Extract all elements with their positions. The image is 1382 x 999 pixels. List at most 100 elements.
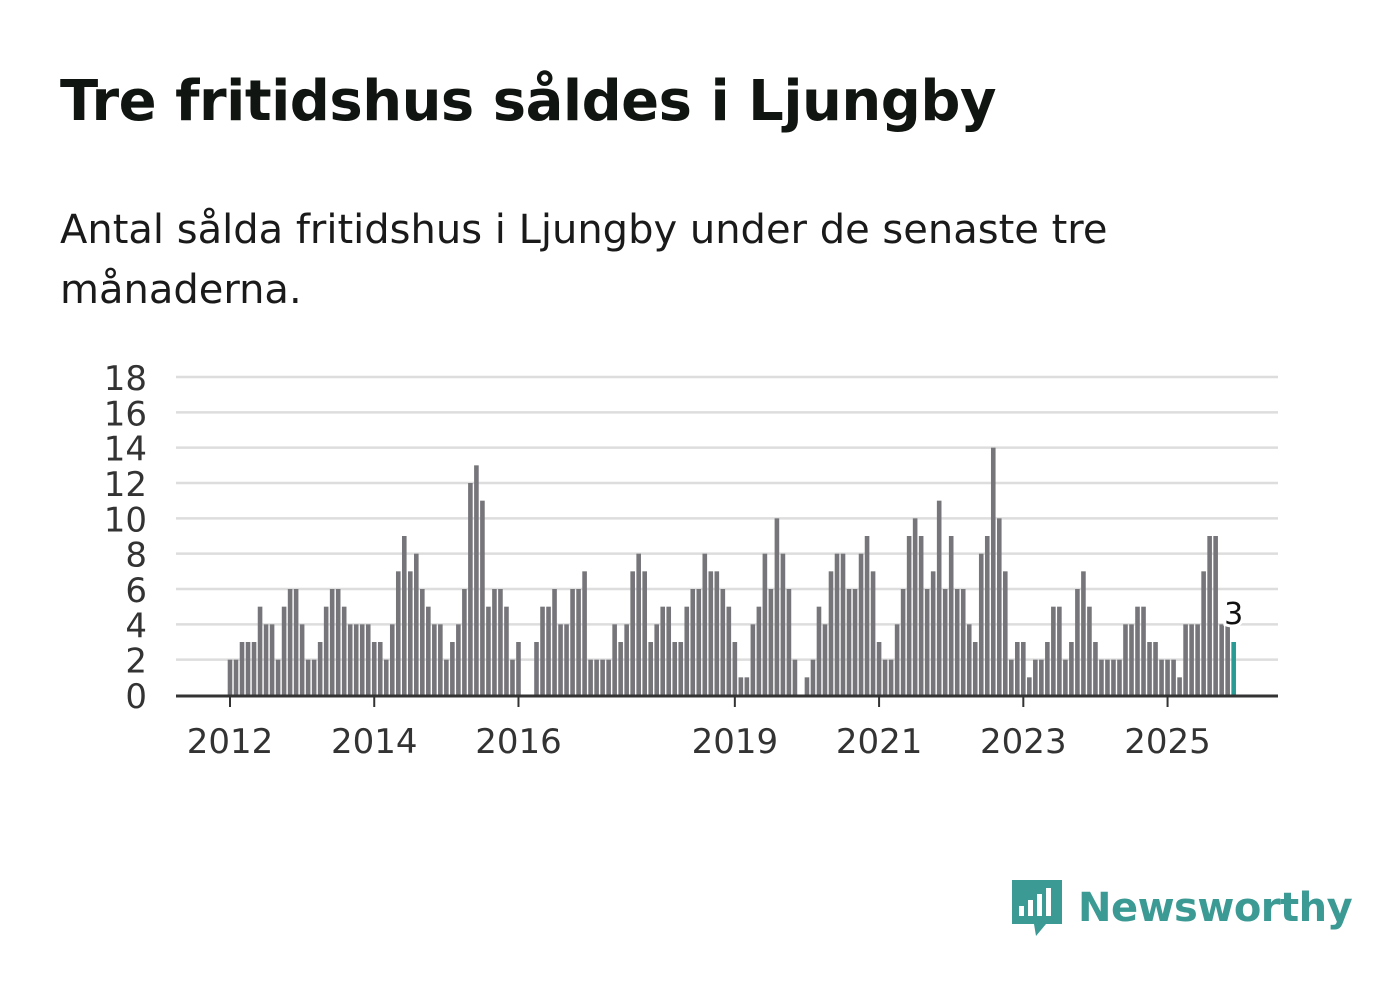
bar [654,624,660,695]
bar [492,589,497,695]
bar [1087,606,1092,695]
y-tick-label: 2 [125,642,147,682]
bar [1039,659,1044,695]
bar [924,589,930,695]
bar [750,624,756,695]
bar [540,606,545,695]
bar [293,589,299,695]
bar [546,606,551,695]
bar [480,500,485,695]
x-tick-label: 2014 [331,722,418,762]
bar [1099,659,1104,695]
bar [834,553,840,695]
bar [227,659,233,695]
bar [408,571,413,695]
y-tick-label: 14 [104,430,147,470]
bar-highlight [1231,642,1236,695]
bar [822,624,828,695]
bar [1009,659,1014,695]
bar [450,642,455,695]
bar [1105,659,1110,695]
x-tick-label: 2016 [475,722,562,762]
bar [714,571,720,695]
bar [978,553,984,695]
bar [245,642,251,695]
bar [738,677,744,695]
bar [1081,571,1086,695]
bar [774,518,780,695]
bar [558,624,563,695]
bar [576,589,581,695]
brand-name: Newsworthy [1078,885,1353,931]
bar [828,571,834,695]
bar [456,624,461,695]
bar [1033,659,1038,695]
bar [846,589,852,695]
newsworthy-bar-chart-icon [1012,880,1062,936]
bar [1219,624,1224,695]
bar [1159,659,1164,695]
bar [732,642,738,695]
bar [281,606,287,695]
bar [864,536,870,695]
bar [678,642,684,695]
y-tick-label: 4 [125,606,147,646]
bar [636,553,641,695]
bar [1147,642,1152,695]
bar [786,589,792,695]
bar [1177,677,1182,695]
bar [311,659,317,695]
bar [1111,659,1116,695]
bar [1063,659,1068,695]
y-tick-label: 6 [125,571,147,611]
bar [1057,606,1062,695]
bar [239,642,245,695]
bar [389,624,395,695]
bar [984,536,990,695]
bar [516,642,521,695]
bar [426,606,431,695]
bar [936,500,942,695]
bar [804,677,810,695]
bar [474,465,479,695]
bar [257,606,263,695]
bar [702,553,708,695]
newsworthy-logo: Newsworthy [1010,878,1353,938]
bar [251,642,257,695]
bar [534,642,539,695]
bar [438,624,443,695]
bar [1117,659,1122,695]
bar [618,642,623,695]
bar [816,606,822,695]
bar [582,571,587,695]
x-tick-label: 2019 [692,722,779,762]
bar [504,606,509,695]
bar [383,659,389,695]
bar [810,659,816,695]
bar [1189,624,1194,695]
chart-subtitle: Antal sålda fritidshus i Ljungby under d… [60,207,1108,313]
bar [305,659,311,695]
bar [762,553,768,695]
bar [359,624,365,695]
y-tick-label: 16 [104,394,147,434]
bar [414,553,419,695]
y-tick-label: 12 [104,465,147,505]
bar [510,659,515,695]
bar [672,642,678,695]
bar [1129,624,1134,695]
bar [1069,642,1074,695]
bar [966,624,972,695]
bar [882,659,888,695]
bar [726,606,732,695]
bar [912,518,918,695]
bar [287,589,293,695]
bar [666,606,672,695]
bar [588,659,593,695]
bar [954,589,960,695]
bar [720,589,726,695]
bar [756,606,762,695]
bar [696,589,702,695]
bar [612,624,617,695]
y-tick-label: 8 [125,536,147,576]
